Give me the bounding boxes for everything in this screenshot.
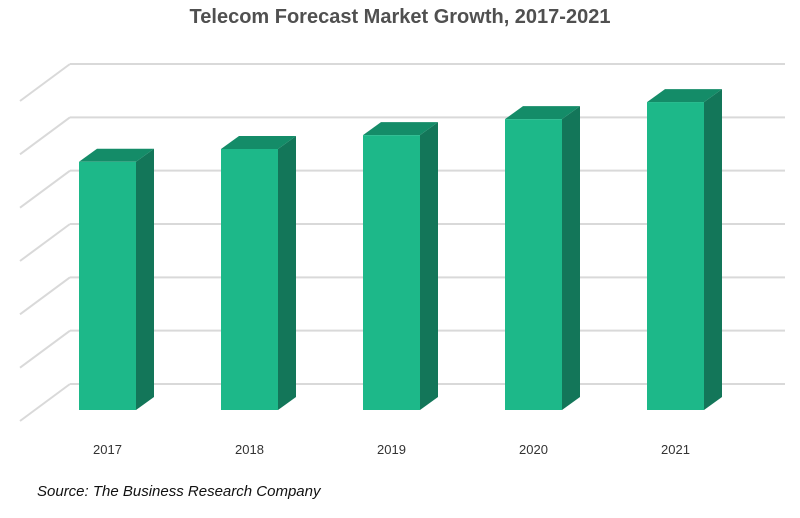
- bar-top: [647, 89, 722, 103]
- bar-front: [79, 161, 136, 410]
- bar-2020: [505, 106, 580, 410]
- bar-side: [562, 106, 580, 410]
- bar-side: [704, 89, 722, 411]
- gridline-side: [19, 116, 71, 156]
- x-tick-label: 2020: [519, 442, 548, 457]
- bar-front: [363, 135, 420, 410]
- chart-title: Telecom Forecast Market Growth, 2017-202…: [189, 6, 611, 28]
- gridline-side: [19, 383, 71, 422]
- bar-top: [221, 136, 296, 149]
- bar-front: [221, 149, 278, 410]
- bar-2021: [647, 89, 722, 411]
- bar-top: [505, 106, 580, 120]
- source-note: Source: The Business Research Company: [37, 483, 321, 500]
- bar-top: [363, 122, 438, 136]
- bar-side: [136, 148, 154, 411]
- x-tick-label: 2018: [235, 442, 264, 457]
- bar-2019: [363, 122, 438, 410]
- bar-2017: [79, 148, 154, 411]
- bar-top: [79, 148, 154, 162]
- bar-front: [647, 102, 704, 411]
- bar-front: [505, 119, 562, 410]
- bar-side: [420, 122, 438, 410]
- x-tick-label: 2017: [93, 442, 122, 457]
- gridline-side: [19, 276, 71, 316]
- gridline-side: [19, 329, 71, 369]
- gridline-side: [19, 169, 71, 209]
- gridline-side: [19, 63, 71, 102]
- bar-side: [278, 136, 296, 410]
- bar-2018: [221, 136, 296, 410]
- x-tick-label: 2019: [377, 442, 406, 457]
- x-tick-label: 2021: [661, 442, 690, 457]
- gridline-side: [19, 223, 71, 262]
